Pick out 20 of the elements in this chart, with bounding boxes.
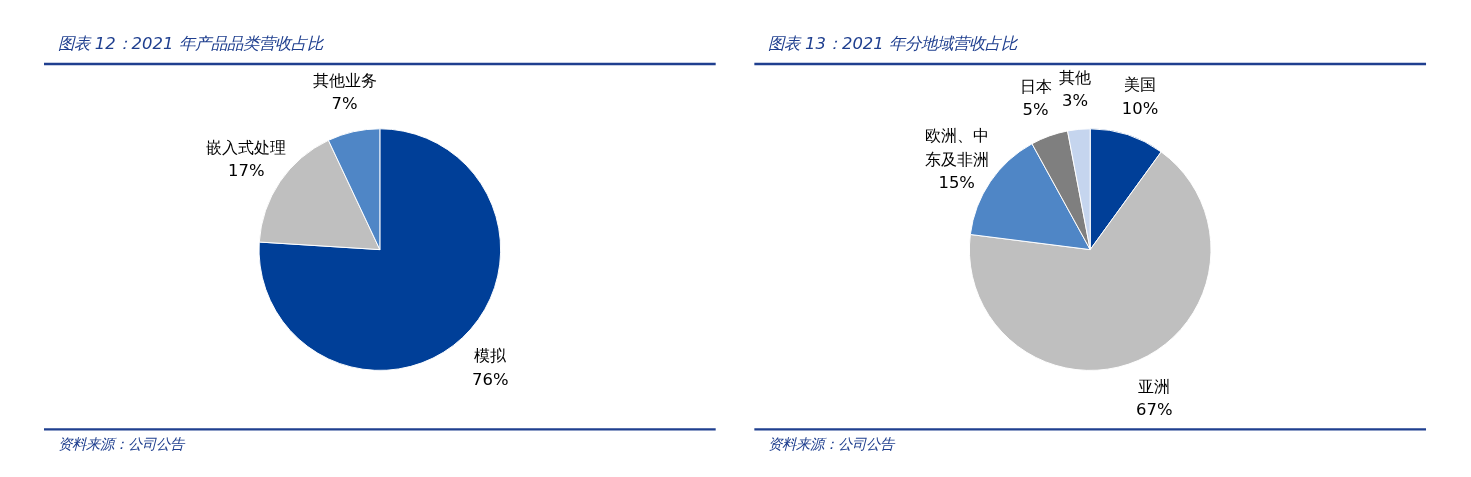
- slice-label: 模拟: [474, 346, 508, 366]
- slice-label: 美国: [1124, 75, 1157, 95]
- data-label: 5%: [1022, 100, 1049, 120]
- chart-title: 图表 13：2021 年分地域营收占比: [767, 33, 1019, 53]
- data-label: 17%: [228, 161, 265, 181]
- text: 资料来源：公司公告: [57, 435, 186, 452]
- slice-label: 日本: [1019, 76, 1052, 96]
- chart-title: 图表 12：2021 年产品品类营收占比: [57, 33, 325, 53]
- data-label: 7%: [331, 94, 358, 114]
- data-label: 15%: [938, 172, 975, 192]
- data-label: 10%: [1121, 98, 1159, 118]
- slice-label: 欧洲、中东及非洲: [924, 126, 989, 169]
- data-label: 67%: [1136, 400, 1173, 420]
- slice-label: 其他业务: [312, 71, 377, 91]
- data-label: 76%: [472, 369, 509, 389]
- data-label: 3%: [1061, 91, 1089, 111]
- text: 资料来源：公司公告: [767, 435, 896, 452]
- slice-label: 其他: [1059, 68, 1091, 88]
- slice-label: 嵌入式处理: [206, 138, 287, 158]
- slice-label: 亚洲: [1138, 376, 1171, 396]
